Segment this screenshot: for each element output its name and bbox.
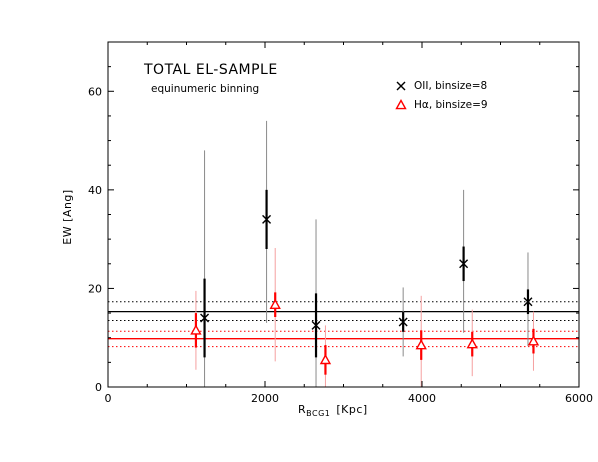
data-point xyxy=(398,317,408,327)
data-point xyxy=(269,298,281,309)
chart-subtitle: equinumeric binning xyxy=(151,83,259,95)
x-tick-label: 4000 xyxy=(408,392,436,405)
data-point xyxy=(190,324,202,335)
data-point xyxy=(523,297,533,307)
x-tick-label: 0 xyxy=(105,392,112,405)
data-point xyxy=(527,335,540,346)
legend-marker-oii xyxy=(396,81,406,91)
tick-labels: 0 2000 4000 6000 0 20 40 60 xyxy=(88,85,593,405)
cross-stroke xyxy=(262,214,272,224)
x-tick-label: 2000 xyxy=(251,392,279,405)
cross-stroke xyxy=(398,317,408,327)
cross-stroke xyxy=(523,297,533,307)
y-tick-label: 20 xyxy=(88,282,102,295)
mean-band-lines xyxy=(108,301,579,348)
data-point xyxy=(319,353,332,365)
x-axis-title-unit: [Kpc] xyxy=(336,403,367,416)
legend-label-halpha: Hα, binsize=9 xyxy=(414,99,488,111)
data-point xyxy=(262,214,272,224)
cross-stroke xyxy=(200,313,210,323)
legend-label-oii: OII, binsize=8 xyxy=(414,80,487,92)
y-axis-title: EW [Ang] xyxy=(61,189,74,244)
legend: OII, binsize=8 Hα, binsize=9 xyxy=(395,80,488,111)
x-tick-label: 6000 xyxy=(565,392,593,405)
x-axis-title-main: R xyxy=(298,403,306,416)
data-point xyxy=(466,338,478,349)
x-axis-title-subscript: BCG1 xyxy=(306,409,330,418)
cross-stroke xyxy=(459,259,469,269)
y-tick-label: 0 xyxy=(95,381,102,394)
data-point xyxy=(200,313,210,323)
y-tick-label: 40 xyxy=(88,184,102,197)
data-point xyxy=(311,320,321,330)
data-point xyxy=(459,259,469,269)
x-axis-title: RBCG1 [Kpc] xyxy=(298,403,368,418)
data-markers xyxy=(190,214,540,365)
data-point xyxy=(415,339,427,350)
legend-marker-halpha xyxy=(395,99,407,110)
y-tick-label: 60 xyxy=(88,85,102,98)
cross-stroke xyxy=(396,81,406,91)
cross-stroke xyxy=(311,320,321,330)
axis-ticks xyxy=(107,41,580,388)
legend-triangle xyxy=(395,99,407,110)
chart-title: TOTAL EL-SAMPLE xyxy=(143,62,278,78)
legend-cross xyxy=(396,81,406,91)
